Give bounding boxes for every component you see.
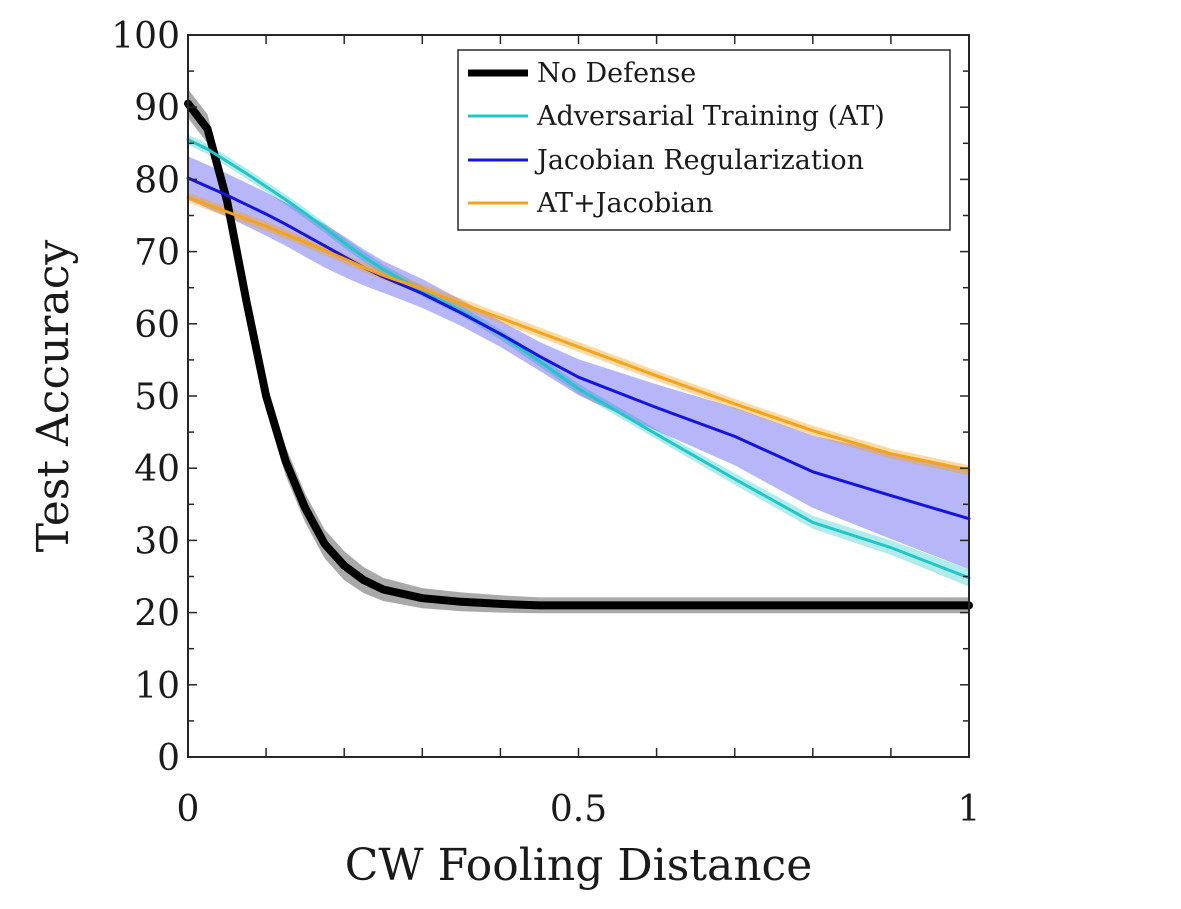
plot-frame (187, 34, 970, 758)
y-tick-label: 40 (134, 449, 180, 490)
x-tick-label: 0.5 (550, 789, 607, 830)
legend-box (457, 49, 951, 231)
series-lines (184, 99, 973, 610)
y-tick-label: 100 (111, 16, 180, 57)
legend-label-no-defense: No Defense (537, 58, 696, 89)
legend-label-adversarial-training: Adversarial Training (AT) (536, 101, 885, 132)
y-tick-label: 70 (134, 233, 180, 274)
x-axis-label: CW Fooling Distance (345, 840, 812, 891)
legend[interactable]: No Defense Adversarial Training (AT) Jac… (457, 49, 951, 231)
y-tick-label: 0 (157, 738, 180, 779)
x-tick-label: 1 (958, 789, 981, 830)
line-no-defense (184, 99, 973, 610)
y-tick-label: 30 (134, 521, 180, 562)
band-adversarial-training-at (188, 134, 969, 587)
confidence-bands (188, 89, 969, 614)
line-at-jacobian (186, 195, 971, 472)
y-tick-label: 60 (134, 305, 180, 346)
x-tick-label: 0 (177, 789, 200, 830)
y-axis-label: Test Accuracy (28, 240, 79, 553)
y-tick-label: 10 (134, 666, 180, 707)
line-adversarial-training-at (186, 138, 971, 580)
y-tick-label: 90 (134, 88, 180, 129)
legend-label-at-jacobian: AT+Jacobian (536, 188, 713, 219)
y-tick-label: 80 (134, 160, 180, 201)
y-tick-label: 20 (134, 594, 180, 635)
band-jacobian-regularization (188, 156, 969, 570)
legend-label-jacobian-regularization: Jacobian Regularization (534, 145, 864, 176)
y-tick-label: 50 (134, 377, 180, 418)
